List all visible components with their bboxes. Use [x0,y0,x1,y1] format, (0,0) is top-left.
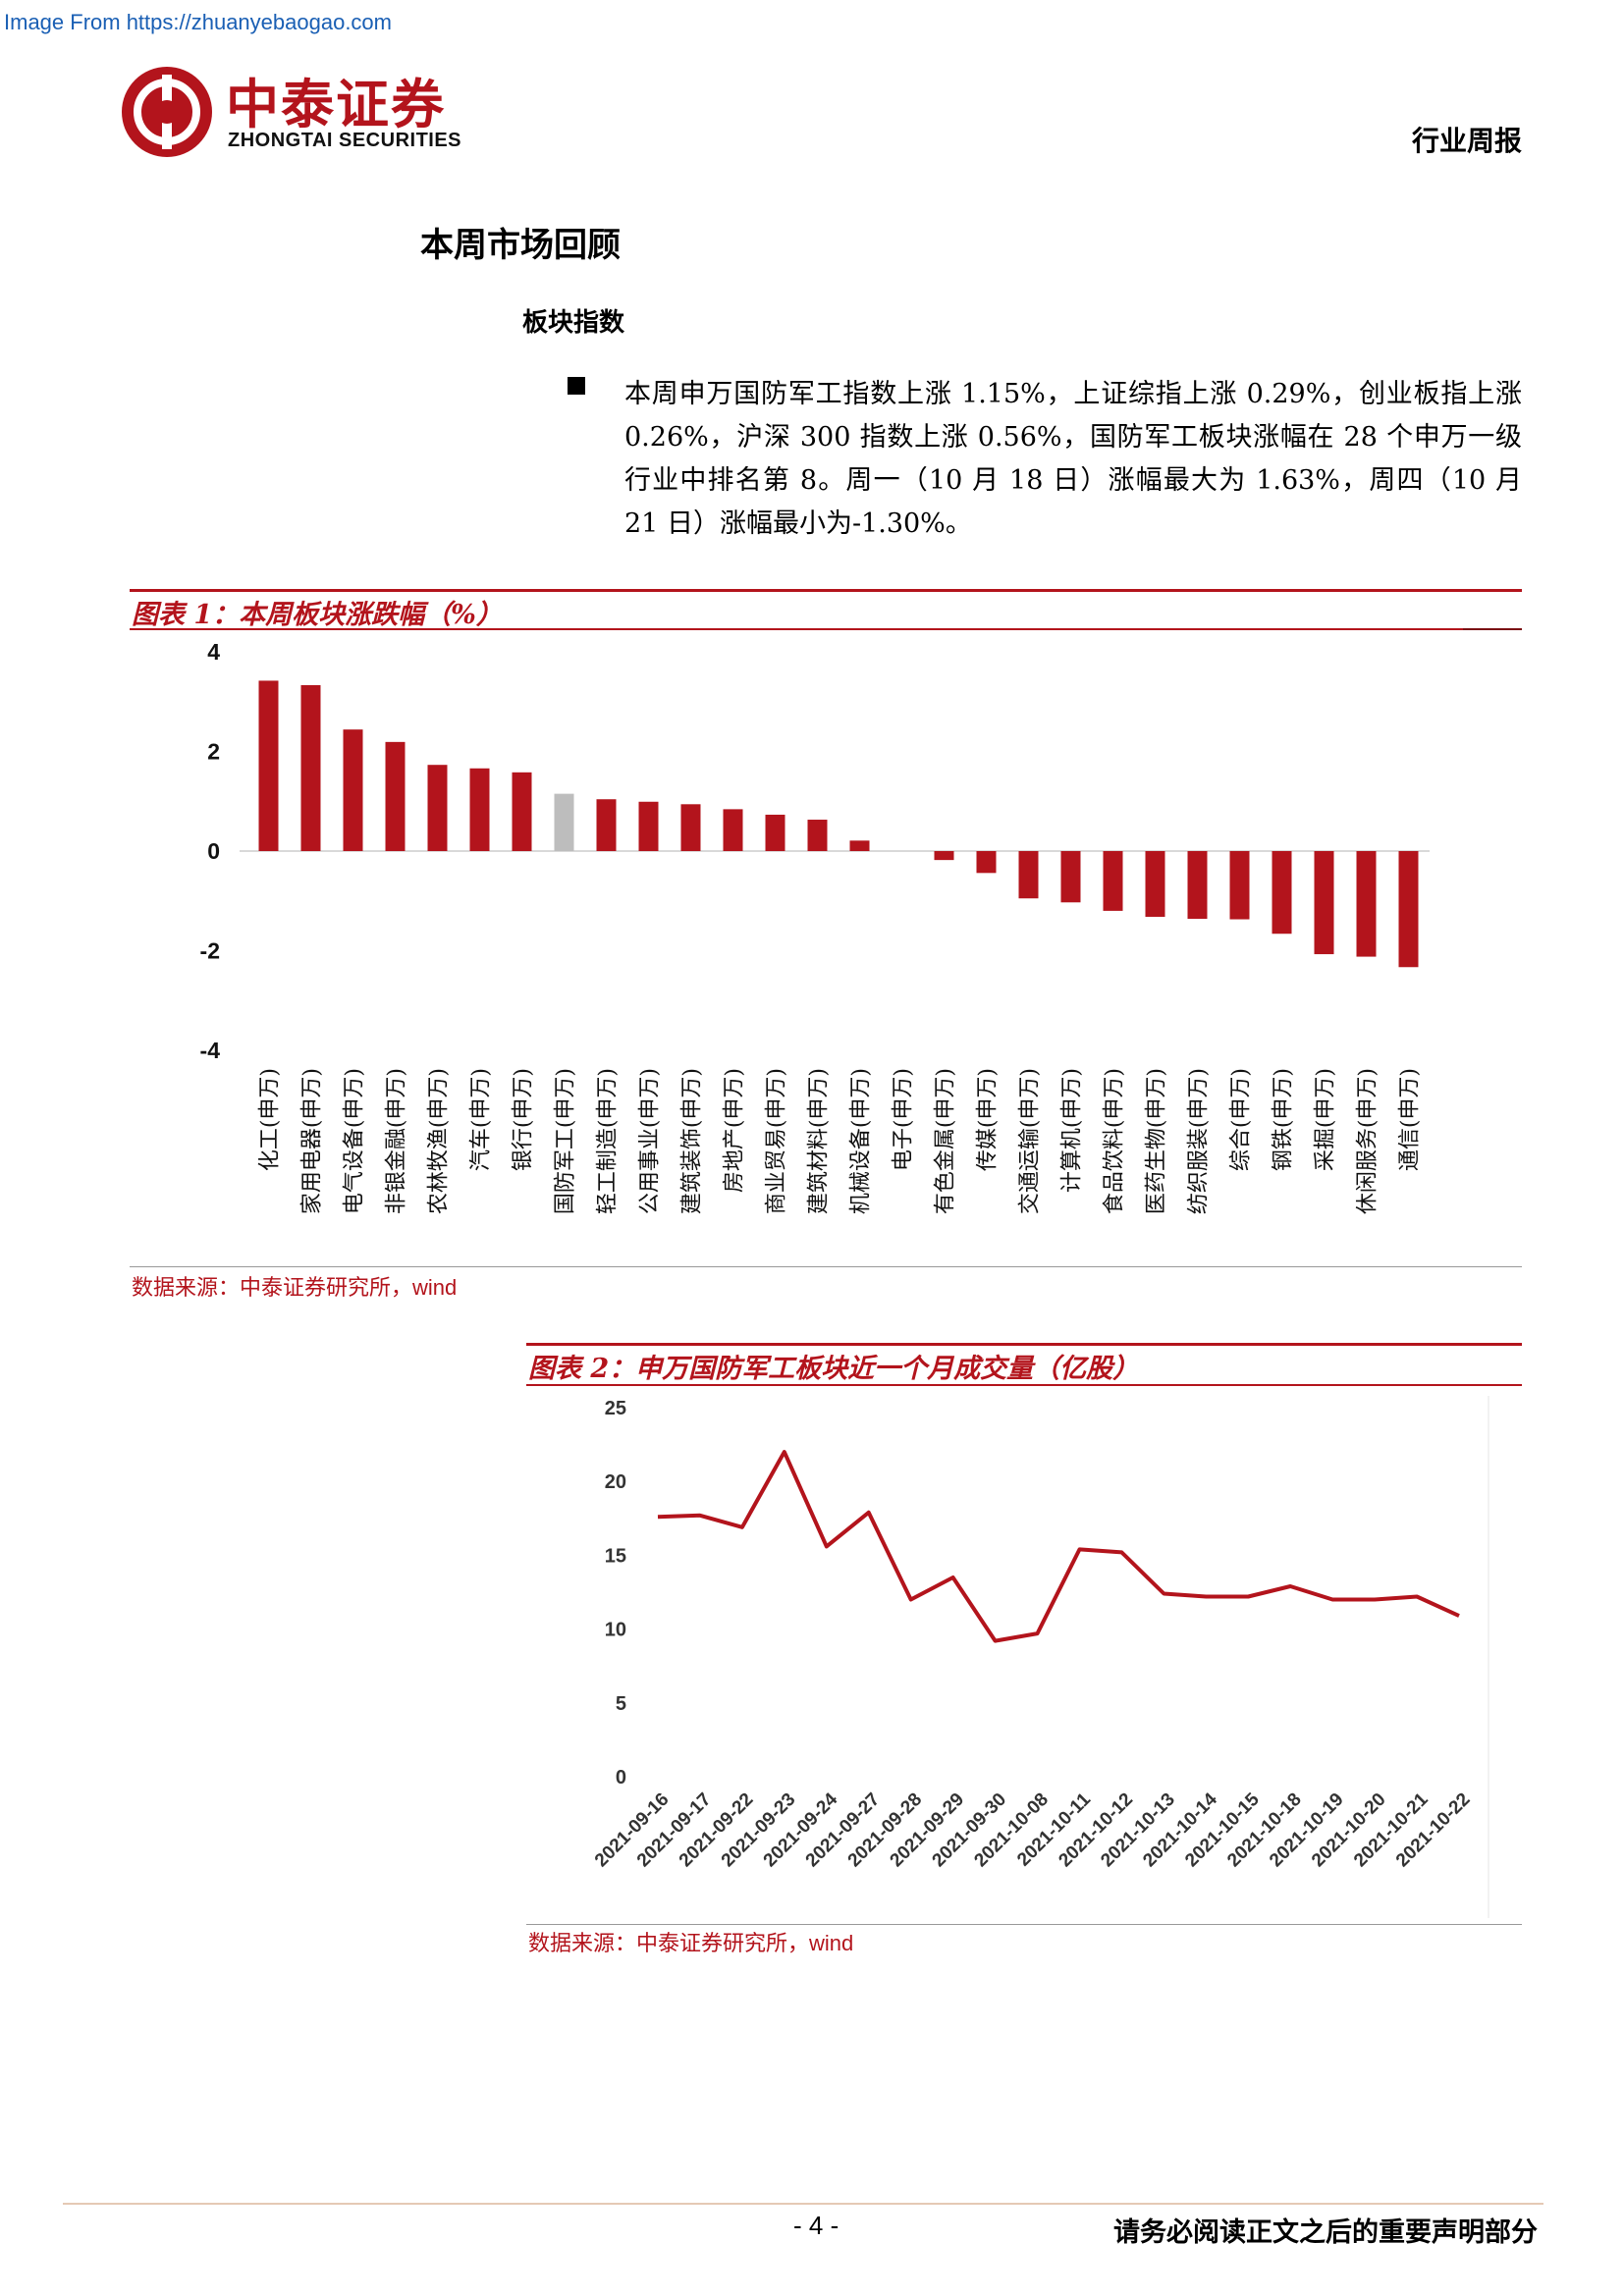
x-tick-label: 公用事业(申万) [638,1068,663,1214]
x-tick-label: 通信(申万) [1398,1068,1423,1171]
figure1-source-en: wind [412,1275,458,1300]
x-tick-label: 电气设备(申万) [343,1068,367,1214]
figure1-top-rule [130,589,1522,592]
footer-rule [63,2203,1543,2205]
x-tick-label: 建筑材料(申万) [807,1068,832,1214]
x-tick-label: 电子(申万) [892,1068,916,1171]
x-tick-label: 银行(申万) [512,1068,536,1171]
y-tick-label: 0 [207,838,220,864]
bar [1145,851,1165,917]
x-tick-label: 房地产(申万) [723,1068,747,1193]
bar [1187,851,1208,920]
x-tick-label: 机械设备(申万) [849,1068,874,1214]
bar [765,814,785,851]
y-tick-label: 0 [616,1767,626,1789]
bar [1272,851,1292,934]
volume-series-line [657,1450,1460,1643]
bar [385,741,406,851]
figure2-source: 数据来源：中泰证券研究所，wind [528,1926,853,1957]
figure2-top-rule [526,1343,1522,1346]
x-tick-label: 医药生物(申万) [1145,1068,1169,1214]
y-tick-label: -4 [200,1038,221,1063]
bar [1398,851,1419,968]
x-tick-label: 采掘(申万) [1314,1068,1338,1171]
bar [512,772,532,851]
x-tick-label: 家用电器(申万) [300,1068,325,1214]
bar [300,685,321,851]
x-tick-label: 汽车(申万) [469,1068,494,1171]
bar [469,768,490,851]
bar [638,801,659,851]
bullet-square-icon [568,377,585,395]
bar [427,765,448,851]
bar [1314,851,1334,955]
figure1-source-cn: 数据来源：中泰证券研究所， [132,1276,413,1301]
x-tick-label: 钢铁(申万) [1272,1068,1296,1171]
x-tick-label: 非银金融(申万) [385,1068,409,1214]
summary-paragraph: 本周申万国防军工指数上涨 1.15%，上证综指上涨 0.29%，创业板指上涨 0… [624,379,1522,539]
y-tick-label: 10 [605,1620,626,1641]
x-tick-label: 轻工制造(申万) [596,1068,621,1214]
bar [343,729,363,851]
y-tick-label: 15 [605,1545,626,1567]
figure2-source-en: wind [809,1931,854,1955]
x-tick-label: 综合(申万) [1229,1068,1254,1171]
figure2-title-rule [526,1384,1522,1386]
bar [258,680,279,851]
figure1-source: 数据来源：中泰证券研究所，wind [132,1270,457,1302]
bar [807,820,828,851]
bar [849,840,870,851]
section-title: 本周市场回顾 [420,226,621,265]
y-tick-label: 2 [207,739,220,765]
figure1-title-rule [130,628,1522,630]
figure2-title: 图表 2：申万国防军工板块近一个月成交量（亿股） [528,1354,1140,1384]
x-tick-label: 化工(申万) [258,1068,283,1171]
y-tick-label: 4 [207,639,220,665]
bar [1229,851,1250,920]
report-type-label: 行业周报 [1411,125,1522,157]
y-tick-label: -2 [200,938,220,964]
x-tick-label: 纺织服装(申万) [1187,1068,1212,1214]
subsection-title: 板块指数 [522,308,625,338]
logo-english-name: ZHONGTAI SECURITIES [228,130,462,151]
bar [934,851,954,861]
y-tick-label: 25 [605,1398,626,1419]
bar [554,793,574,851]
x-tick-label: 国防军工(申万) [554,1068,578,1214]
x-tick-label: 食品饮料(申万) [1103,1068,1127,1214]
bar [680,804,701,851]
x-tick-label: 农林牧渔(申万) [427,1068,452,1214]
x-tick-label: 计算机(申万) [1060,1068,1085,1193]
logo-chinese-name: 中泰证券 [226,74,446,135]
footer-disclaimer: 请务必阅读正文之后的重要声明部分 [1113,2217,1538,2248]
x-tick-label: 休闲服务(申万) [1356,1068,1380,1214]
figure2-source-cn: 数据来源：中泰证券研究所， [528,1932,810,1956]
bar [1060,851,1081,903]
x-tick-label: 传媒(申万) [976,1068,1001,1171]
sector-returns-bar-chart: 4 2 0 -2 -4 化工(申万) 家用电器(申万) 电气设备(申万) 非银金融(申万) 农林牧… [200,639,1430,1214]
bar [723,809,743,851]
company-logo [122,67,212,157]
x-tick-label: 交通运输(申万) [1018,1068,1043,1214]
figure2-bottom-rule [526,1924,1522,1925]
watermark-link[interactable]: Image From https://zhuanyebaogao.com [4,10,392,34]
x-tick-label: 建筑装饰(申万) [680,1068,705,1214]
y-tick-label: 5 [616,1693,626,1715]
bar [1018,851,1039,899]
bar [976,851,997,874]
page-number: - 4 - [793,2211,839,2240]
figure1-title: 图表 1：本周板块涨跌幅（%） [132,600,503,630]
bar [1356,851,1377,957]
trading-volume-line-chart: 25201510502021-09-162021-09-172021-09-22… [591,1396,1489,1918]
x-tick-label: 有色金属(申万) [934,1068,958,1214]
figure1-bottom-rule [130,1266,1522,1267]
x-tick-label: 商业贸易(申万) [765,1068,789,1214]
bar [596,799,617,851]
y-tick-label: 20 [605,1471,626,1493]
bar [1103,851,1123,911]
